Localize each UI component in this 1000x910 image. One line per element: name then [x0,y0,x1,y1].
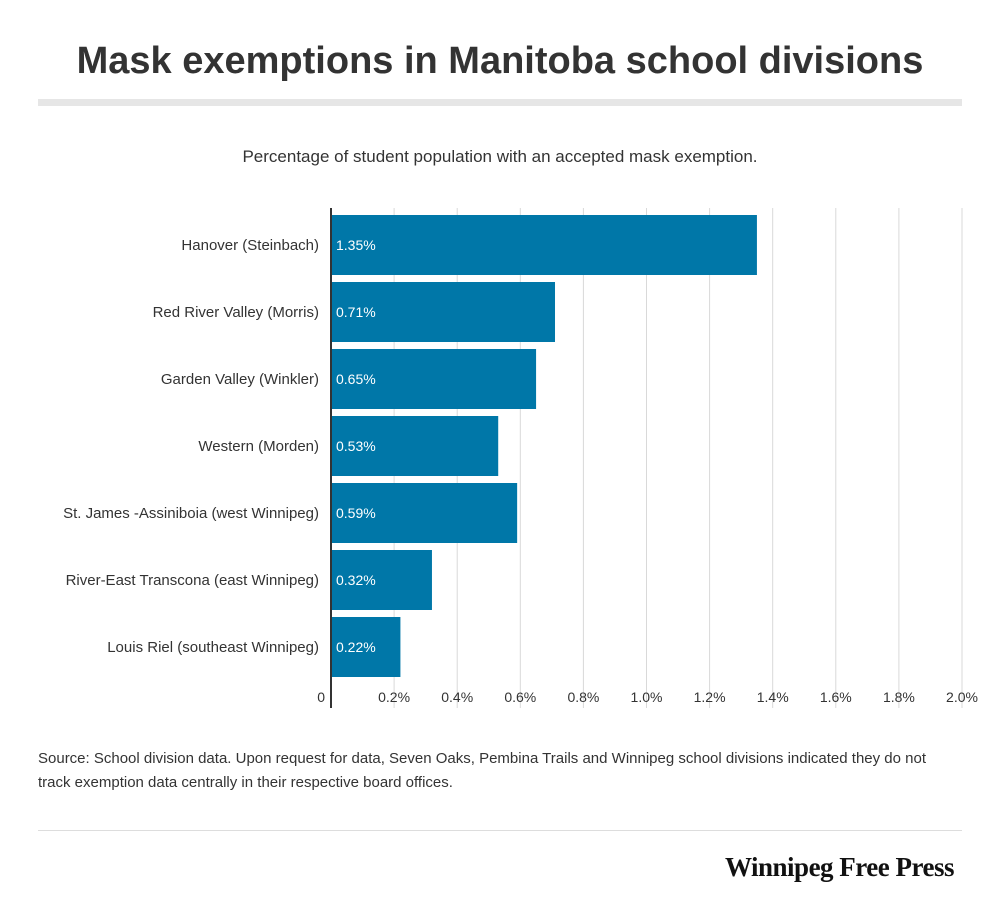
brand-logo: Winnipeg Free Press [725,852,955,882]
category-label: Hanover (Steinbach) [181,237,319,254]
bar [331,349,537,409]
bars: 1.35% 0.71% 0.65% 0.53% 0.59% 0.32% 0.22% [331,215,757,677]
bar-value-label: 0.53% [336,438,376,454]
source-note: Source: School division data. Upon reque… [38,750,927,791]
category-label: Red River Valley (Morris) [153,304,319,321]
bar-value-label: 0.59% [336,505,376,521]
x-tick-label: 0.2% [378,689,410,705]
bar [331,282,556,342]
title-divider [38,99,962,106]
bar [331,215,757,275]
chart-subtitle: Percentage of student population with an… [242,147,758,166]
bar-chart: 1.35% 0.71% 0.65% 0.53% 0.59% 0.32% 0.22% Hano… [63,208,978,708]
x-tick-label: 0.8% [567,689,599,705]
bar-value-label: 0.65% [336,371,376,387]
bar-value-label: 0.32% [336,572,376,588]
bar-value-label: 0.22% [336,639,376,655]
x-tick-label: 1.8% [883,689,915,705]
x-tick-label: 2.0% [946,689,978,705]
x-tick-label: 1.4% [757,689,789,705]
bar-value-label: 1.35% [336,237,376,253]
bar [331,416,499,476]
footer-divider [38,830,962,831]
x-tick-label: 1.6% [820,689,852,705]
x-axis-ticks: 0 0.2% 0.4% 0.6% 0.8% 1.0% 1.2% 1.4% 1.6% 1.8% 2.0… [317,689,978,705]
category-labels: Hanover (Steinbach) Red River Valley (Mor… [63,237,319,656]
category-label: St. James -Assiniboia (west Winnipeg) [63,505,319,522]
category-label: River-East Transcona (east Winnipeg) [66,572,319,589]
bar [331,483,518,543]
bar-value-label: 0.71% [336,304,376,320]
category-label: Western (Morden) [198,438,319,455]
category-label: Louis Riel (southeast Winnipeg) [107,639,319,656]
x-tick-label: 1.0% [631,689,663,705]
bar [331,617,401,677]
x-tick-label: 1.2% [694,689,726,705]
bar [331,550,432,610]
x-tick-label: 0.4% [441,689,473,705]
x-tick-label: 0.6% [504,689,536,705]
chart-title: Mask exemptions in Manitoba school divis… [76,40,924,82]
x-tick-label: 0 [317,689,325,705]
category-label: Garden Valley (Winkler) [161,371,319,388]
